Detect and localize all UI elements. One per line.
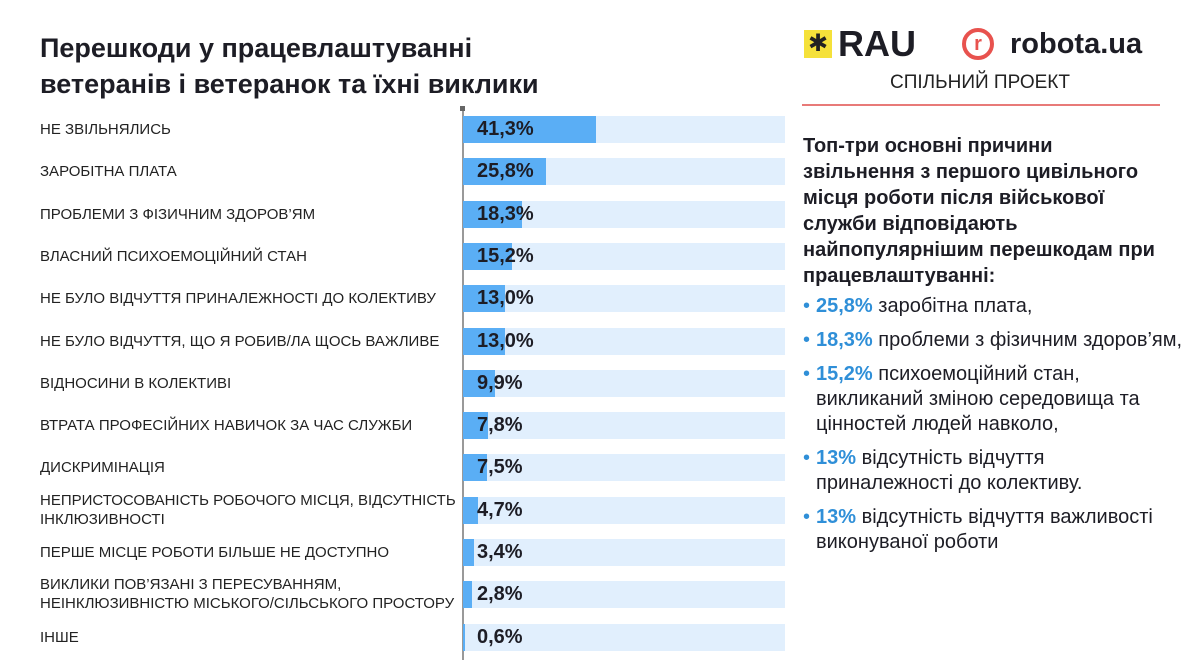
bullet-text: проблеми з фізичним здоров’ям,: [878, 329, 1183, 351]
bar-value-label: 4,7%: [477, 498, 523, 521]
bar-track: 25,8%: [463, 158, 785, 186]
bullet-text: відсутність відчуття приналежності до ко…: [816, 447, 1083, 494]
bullet-pct: 13%: [816, 506, 857, 528]
bar-track: 4,7%: [463, 496, 785, 524]
bar: [463, 539, 474, 566]
bar-value-label: 0,6%: [477, 625, 523, 648]
bar-value-label: 9,9%: [477, 371, 523, 394]
bar-value-label: 15,2%: [477, 244, 534, 267]
bar: [463, 581, 473, 609]
bar-value-label: 13,0%: [477, 329, 534, 352]
category-label: Заробітна плата: [40, 163, 177, 181]
bar-track: 7,5%: [463, 454, 785, 482]
bar: [463, 496, 479, 524]
bullet-pct: 18,3%: [816, 329, 873, 351]
bar-track: 13,0%: [463, 327, 785, 355]
bar-track: 9,9%: [463, 369, 785, 397]
bar: [463, 116, 596, 143]
bar: [463, 623, 465, 651]
bar-track: 7,8%: [463, 412, 785, 440]
category-label: Перше місце роботи більше не доступно: [40, 544, 390, 561]
bar: [463, 285, 505, 313]
robota-logo: robota.ua: [1010, 28, 1143, 60]
bullet-pct: 25,8%: [816, 295, 873, 317]
bullet-item: 18,3% проблеми з фізичним здоров’ям,: [803, 328, 1183, 353]
category-label: Дискримінація: [40, 459, 165, 477]
bullet-text: відсутність відчуття важливості виконува…: [816, 506, 1153, 553]
bar-value-label: 18,3%: [477, 202, 534, 225]
bar: [463, 327, 505, 355]
category-label: Непристосованість робочого місця, відсут…: [40, 491, 456, 528]
bar-value-label: 7,5%: [477, 456, 523, 479]
bar: [463, 242, 512, 270]
bullet-item: 25,8% заробітна плата,: [803, 294, 1183, 319]
bullet-pct: 13%: [816, 447, 857, 469]
summary-text: Топ-три основні причини звільнення з пер…: [803, 135, 1155, 287]
axis-cap: [460, 106, 465, 111]
bar: [463, 369, 495, 397]
category-label: Інше: [40, 628, 79, 646]
category-label: Не було відчуття приналежності до колект…: [40, 290, 436, 308]
category-label: Втрата професійних навичок за час служби: [40, 417, 413, 435]
category-label: Відносини в колективі: [40, 374, 232, 392]
bullet-list: 25,8% заробітна плата, 18,3% проблеми з …: [803, 294, 1183, 564]
bar: [463, 454, 488, 482]
bullet-text: психоемоційний стан, викликаний зміною с…: [816, 363, 1140, 435]
rau-logo: RAU: [838, 23, 916, 64]
bar-track: 2,8%: [463, 581, 785, 609]
bar-value-label: 3,4%: [477, 541, 523, 563]
bullet-item: 15,2% психоемоційний стан, викликаний зм…: [803, 362, 1183, 437]
bullet-item: 13% відсутність відчуття приналежності д…: [803, 446, 1183, 496]
bar-value-label: 7,8%: [477, 414, 523, 437]
page-title: Перешкоди у працевлаштуванні ветеранів і…: [40, 33, 539, 99]
bar-value-label: 2,8%: [477, 583, 523, 606]
joint-project-label: СПІЛЬНИЙ ПРОЕКТ: [890, 72, 1070, 93]
bar-chart: Не звільнялись 41,3% Заробітна плата 25,8% П…: [40, 106, 785, 660]
bar-value-label: 25,8%: [477, 160, 534, 183]
bullet-text: заробітна плата,: [878, 295, 1033, 317]
partner-logos: ✱ RAU r robota.ua: [804, 24, 1164, 69]
robota-logo-icon: r: [962, 28, 994, 60]
divider: [802, 104, 1160, 106]
bar-track: 13,0%: [463, 285, 785, 313]
rau-star-icon: ✱: [804, 30, 832, 58]
category-label: Не звільнялись: [40, 121, 171, 138]
bar: [463, 158, 547, 186]
bar-track: 18,3%: [463, 200, 785, 228]
bar-track: 3,4%: [463, 539, 785, 566]
bar-track: 15,2%: [463, 242, 785, 270]
bar-track: 41,3%: [463, 116, 785, 143]
bar: [463, 200, 522, 228]
bar-value-label: 13,0%: [477, 287, 534, 310]
bar-value-label: 41,3%: [477, 118, 534, 140]
category-label: Власний психоемоційний стан: [40, 247, 307, 265]
category-label: Виклики пов’язані з пересуванням, неінкл…: [40, 576, 455, 613]
category-label: Не було відчуття, що я робив/ла щось важ…: [40, 332, 440, 350]
bar-track: 0,6%: [463, 623, 785, 651]
bullet-pct: 15,2%: [816, 363, 873, 385]
category-label: Проблеми з фізичним здоров’ям: [40, 205, 316, 223]
bar: [463, 412, 489, 440]
bullet-item: 13% відсутність відчуття важливості вико…: [803, 505, 1183, 555]
